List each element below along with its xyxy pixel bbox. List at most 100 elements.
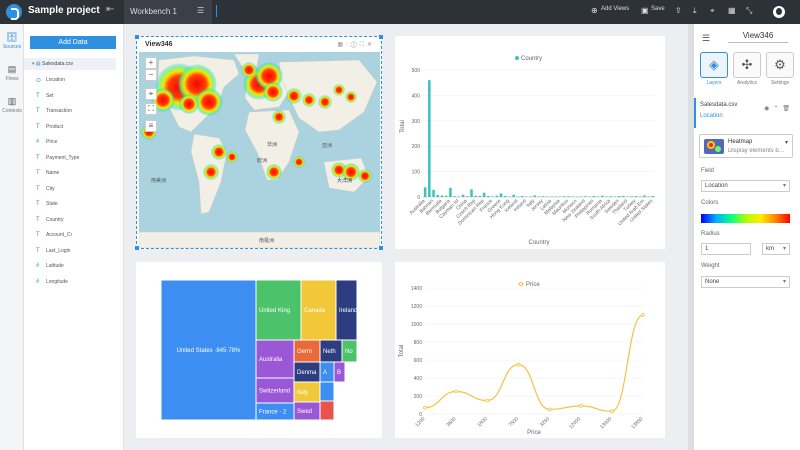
bar[interactable] [558,196,562,197]
nav-contexts[interactable]: ▥ Contexts [0,96,24,114]
bar[interactable] [643,195,646,197]
bar[interactable] [571,196,575,197]
bar[interactable] [470,189,473,197]
bar[interactable] [651,195,655,197]
bar[interactable] [440,195,444,197]
bar[interactable] [495,195,499,197]
bar[interactable] [457,196,461,197]
bar[interactable] [592,195,596,197]
data-source-item[interactable]: ▾ ▤ Salesdata.csv [24,58,116,70]
new-workbench-cursor[interactable] [216,5,217,17]
field-item[interactable]: T State [36,201,58,207]
grid-icon[interactable]: ▦ [728,6,736,15]
line-chart-card[interactable]: Price 0 200 400 600 800 1000 1200 1400 1200 3600 18… [395,262,665,438]
field-item[interactable]: T Transaction [36,108,72,114]
field-item[interactable]: ⊙ Location [36,77,65,84]
bar[interactable] [634,195,638,197]
fullscreen-icon[interactable]: ⛶ [145,103,157,115]
bar[interactable] [461,194,465,197]
bar[interactable] [613,196,617,197]
bar[interactable] [609,196,612,197]
bar[interactable] [466,196,469,197]
bar[interactable] [601,195,604,197]
data-point[interactable] [485,398,490,403]
bar[interactable] [588,196,591,197]
bar[interactable] [487,195,490,197]
treemap-cell[interactable] [160,279,257,421]
bar[interactable] [423,187,427,197]
bar[interactable] [567,196,570,197]
app-logo-icon[interactable] [6,4,22,20]
bar[interactable] [647,196,650,197]
add-views-icon[interactable]: ⊕ [591,6,598,15]
expand-icon[interactable]: ⛶ [359,42,367,48]
field-item[interactable]: T City [36,186,55,192]
collapse-panel-icon[interactable]: ⇤ [106,4,115,15]
bar[interactable] [503,195,507,197]
bar[interactable] [508,196,511,197]
share-icon[interactable]: ⇪ [675,6,682,15]
bar[interactable] [579,196,583,197]
bar[interactable] [499,193,503,197]
resize-handle[interactable] [379,35,383,39]
field-item[interactable]: T Last_Login [36,248,70,254]
bar[interactable] [432,189,435,197]
field-item[interactable]: T Country [36,217,64,223]
bar[interactable] [516,196,520,197]
close-icon[interactable]: ✕ [366,42,375,48]
treemap-cell[interactable] [300,279,337,341]
data-point[interactable] [547,407,552,412]
resize-handle[interactable] [135,35,139,39]
shrink-icon[interactable]: ⤡ [746,6,753,15]
field-item[interactable]: T Set [36,93,54,99]
bar[interactable] [575,196,579,197]
treemap-card[interactable]: United States ·845·78% United King Canada I… [136,262,382,438]
bar[interactable] [533,195,537,197]
bar[interactable] [474,195,477,197]
bar[interactable] [444,195,448,197]
bar[interactable] [584,196,587,197]
field-item[interactable]: # Price [36,139,57,145]
chevron-up-icon[interactable]: ⌃ [773,106,783,112]
color-gradient-picker[interactable] [701,214,790,223]
data-point[interactable] [423,405,427,410]
bar[interactable] [550,196,553,197]
data-point[interactable] [516,362,521,367]
bar[interactable] [596,196,600,197]
bar[interactable] [563,196,566,197]
add-views-button[interactable]: Add Views [601,6,630,12]
tab-layers[interactable]: ◈ [700,52,728,78]
bar[interactable] [525,196,528,197]
data-point[interactable] [454,389,459,394]
add-data-button[interactable]: Add Data [30,36,116,49]
viz-type-select[interactable]: Heatmap Display elements b… ▾ [699,134,793,158]
panel-menu-icon[interactable]: ☰ [702,33,711,43]
view-name-input[interactable]: View346 [728,31,788,43]
treemap-cell[interactable] [319,400,335,421]
nav-sources[interactable]: 🗄 Sources [0,32,24,50]
price-series-line[interactable] [424,314,644,412]
treemap-cell[interactable] [255,279,302,341]
bar[interactable] [482,192,486,197]
weight-select[interactable]: None ▾ [701,276,790,288]
bar[interactable] [428,80,431,197]
treemap-cell[interactable] [319,381,335,402]
bar[interactable] [436,194,440,197]
field-item[interactable]: T Payment_Type [36,155,79,161]
field-item[interactable]: T Name [36,170,59,176]
field-select[interactable]: Location ▾ [701,180,790,192]
bar[interactable] [537,196,541,197]
data-point[interactable] [641,313,645,317]
bar[interactable] [626,196,629,197]
field-item[interactable]: # Longitude [36,279,68,285]
data-point[interactable] [609,409,614,414]
field-item[interactable]: T Product [36,124,63,130]
bar[interactable] [554,196,558,197]
user-avatar[interactable] [773,6,785,18]
field-item[interactable]: # Latitude [36,263,64,269]
bar[interactable] [541,196,545,197]
treemap-cell[interactable] [341,339,358,363]
treemap-cell[interactable] [255,339,295,379]
radius-unit-select[interactable]: km ▾ [762,243,790,255]
delete-icon[interactable]: 🗑 [782,106,794,112]
